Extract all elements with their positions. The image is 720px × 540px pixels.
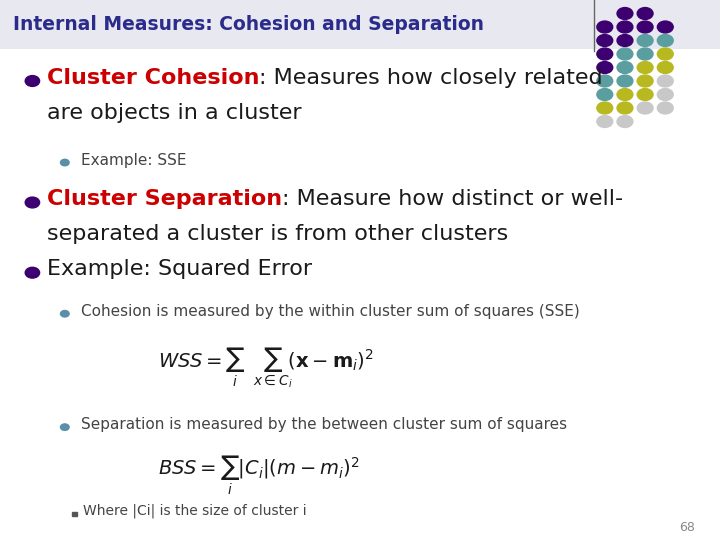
Text: Cohesion is measured by the within cluster sum of squares (SSE): Cohesion is measured by the within clust… <box>81 304 580 319</box>
Text: Internal Measures: Cohesion and Separation: Internal Measures: Cohesion and Separati… <box>13 15 484 35</box>
Circle shape <box>617 62 633 73</box>
Circle shape <box>617 102 633 114</box>
Circle shape <box>617 35 633 46</box>
Circle shape <box>597 116 613 127</box>
Circle shape <box>60 310 69 317</box>
Circle shape <box>657 21 673 33</box>
Circle shape <box>637 35 653 46</box>
Circle shape <box>637 21 653 33</box>
Text: are objects in a cluster: are objects in a cluster <box>47 103 302 123</box>
Text: : Measures how closely related: : Measures how closely related <box>259 68 603 87</box>
Circle shape <box>617 75 633 87</box>
Text: Cluster Separation: Cluster Separation <box>47 189 282 209</box>
Circle shape <box>657 62 673 73</box>
FancyBboxPatch shape <box>0 0 720 49</box>
Text: Where |Ci| is the size of cluster i: Where |Ci| is the size of cluster i <box>83 503 307 517</box>
Text: : Measure how distinct or well-: : Measure how distinct or well- <box>282 189 623 209</box>
Circle shape <box>617 8 633 19</box>
Circle shape <box>60 159 69 166</box>
Circle shape <box>657 102 673 114</box>
Circle shape <box>657 75 673 87</box>
Text: $WSS = \sum_i \enspace \sum_{x \in C_i}\!(\mathbf{x} - \mathbf{m}_i)^2$: $WSS = \sum_i \enspace \sum_{x \in C_i}\… <box>158 345 374 389</box>
Circle shape <box>637 75 653 87</box>
Text: 68: 68 <box>679 521 695 534</box>
Circle shape <box>617 89 633 100</box>
Text: Separation is measured by the between cluster sum of squares: Separation is measured by the between cl… <box>81 417 567 433</box>
Circle shape <box>597 75 613 87</box>
Text: $BSS = \sum_i |C_i|(m - m_i)^2$: $BSS = \sum_i |C_i|(m - m_i)^2$ <box>158 454 360 497</box>
Bar <box>72 512 77 516</box>
Text: Example: SSE: Example: SSE <box>81 153 187 168</box>
Circle shape <box>637 102 653 114</box>
Text: Example: Squared Error: Example: Squared Error <box>47 259 312 279</box>
Circle shape <box>637 62 653 73</box>
Circle shape <box>657 35 673 46</box>
Circle shape <box>597 21 613 33</box>
Circle shape <box>25 267 40 278</box>
Circle shape <box>597 102 613 114</box>
Circle shape <box>637 89 653 100</box>
Circle shape <box>617 116 633 127</box>
Circle shape <box>617 48 633 60</box>
Circle shape <box>597 62 613 73</box>
Circle shape <box>597 48 613 60</box>
Text: separated a cluster is from other clusters: separated a cluster is from other cluste… <box>47 224 508 244</box>
Circle shape <box>617 21 633 33</box>
Circle shape <box>657 48 673 60</box>
Circle shape <box>597 89 613 100</box>
Circle shape <box>25 76 40 86</box>
Circle shape <box>637 8 653 19</box>
Circle shape <box>25 197 40 208</box>
Circle shape <box>637 48 653 60</box>
Text: Cluster Cohesion: Cluster Cohesion <box>47 68 259 87</box>
Circle shape <box>60 424 69 430</box>
Circle shape <box>657 89 673 100</box>
Circle shape <box>597 35 613 46</box>
